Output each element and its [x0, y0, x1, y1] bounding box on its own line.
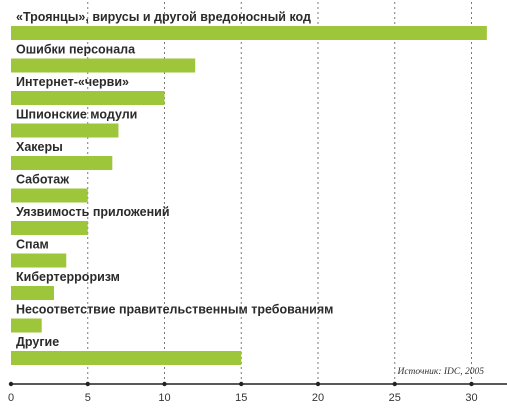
- tick-mark-30: [469, 381, 474, 387]
- tick-label-30: 30: [465, 392, 477, 404]
- category-label: Другие: [16, 335, 59, 349]
- bar-10: [11, 351, 242, 365]
- tick-mark-0: [8, 381, 14, 387]
- tick-label-0: 0: [8, 392, 14, 404]
- bar-9: [11, 318, 42, 333]
- category-label: Несоответствие правительственным требова…: [16, 303, 333, 317]
- source-annotation: Источник: IDC, 2005: [396, 367, 484, 377]
- category-label: Шпионские модули: [16, 108, 137, 122]
- category-label: Ошибки персонала: [16, 43, 136, 57]
- category-label: Саботаж: [16, 173, 69, 187]
- tick-label-25: 25: [389, 392, 401, 404]
- bar-7: [11, 253, 67, 268]
- bar-4: [11, 156, 113, 170]
- bar-8: [11, 286, 54, 300]
- category-labels: «Троянцы», вирусы и другой вредоносный к…: [16, 10, 333, 349]
- category-label: Хакеры: [16, 140, 63, 154]
- tick-mark-5: [85, 381, 90, 387]
- bar-6: [11, 221, 88, 235]
- category-label: Кибертерроризм: [16, 270, 120, 284]
- tick-label-20: 20: [312, 392, 324, 404]
- category-label: Интернет-«черви»: [16, 75, 129, 89]
- category-label: «Троянцы», вирусы и другой вредоносный к…: [16, 10, 311, 24]
- tick-mark-15: [239, 381, 244, 387]
- tick-label-10: 10: [158, 392, 170, 404]
- bar-0: [11, 26, 487, 40]
- bar-2: [11, 91, 165, 105]
- tick-mark-10: [162, 381, 167, 387]
- tick-mark-20: [315, 381, 321, 387]
- category-label: Уязвимость приложений: [16, 205, 170, 219]
- category-label: Спам: [16, 238, 49, 252]
- bar-3: [11, 123, 119, 138]
- tick-mark-25: [392, 381, 397, 387]
- tick-label-15: 15: [235, 392, 247, 404]
- bar-1: [11, 58, 196, 73]
- tick-label-5: 5: [85, 392, 91, 404]
- x-axis: 0 5 10 15 20 25 30: [8, 381, 507, 404]
- bar-5: [11, 188, 88, 203]
- bars: [11, 26, 487, 365]
